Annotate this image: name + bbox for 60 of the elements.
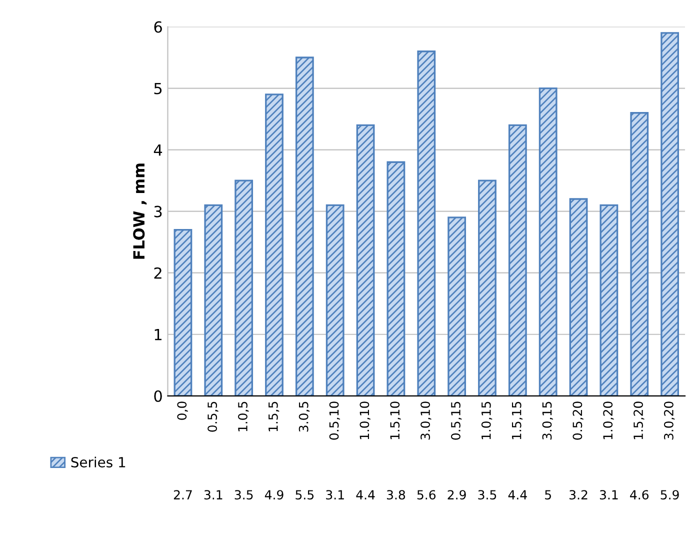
data-label: 4.6: [630, 490, 649, 500]
data-label: 4.4: [356, 490, 375, 500]
y-axis-title: FLOW , mm: [133, 164, 147, 259]
bar: [660, 32, 680, 396]
x-tick-label: 0.5,10: [329, 402, 340, 440]
bar: [569, 198, 588, 396]
data-label: 3.5: [234, 490, 253, 500]
y-tick-label: 4: [154, 144, 162, 156]
y-tick-label: 1: [154, 329, 162, 340]
x-tick-label: 1.0,15: [481, 402, 492, 440]
data-label: 2.7: [174, 490, 192, 500]
x-tick-label: 0.5,20: [572, 402, 584, 440]
bar: [356, 124, 375, 396]
x-tick-label: 3.0,20: [664, 402, 675, 440]
x-tick-label: 1.0,5: [238, 402, 249, 432]
bar: [417, 50, 436, 396]
data-label: 3.2: [570, 490, 588, 500]
x-tick-label: 1.5,20: [634, 402, 644, 440]
data-label: 3.1: [326, 490, 344, 500]
bar: [326, 204, 344, 396]
x-tick-label: 0.5,15: [450, 402, 462, 440]
bar: [295, 56, 314, 396]
y-tick-label: 2: [154, 267, 162, 279]
y-tick-label: 6: [154, 21, 162, 33]
data-label: 5.5: [296, 490, 314, 500]
legend-label: Series 1: [71, 456, 126, 468]
bar: [508, 124, 527, 396]
data-label: 4.4: [508, 490, 527, 500]
data-label: 5.9: [660, 490, 679, 500]
data-label: 5.6: [417, 490, 436, 500]
data-label: 3.1: [600, 490, 618, 500]
bar: [630, 112, 649, 396]
x-tick-label: 3.0,10: [420, 402, 432, 440]
data-label: 3.5: [478, 490, 496, 500]
data-label: 3.1: [204, 490, 222, 500]
y-tick-label: 3: [154, 206, 162, 218]
x-tick-label: 1.5,5: [268, 402, 280, 432]
x-tick-label: 1.0,20: [603, 402, 614, 440]
bar: [448, 216, 466, 396]
bar: [386, 161, 406, 396]
x-tick-label: 1.5,10: [390, 402, 401, 440]
bar: [600, 204, 618, 396]
data-label: 3.8: [386, 490, 406, 500]
data-label: 5: [545, 490, 551, 500]
y-tick-label: 0: [154, 390, 162, 402]
x-tick-label: 0,0: [177, 402, 188, 420]
x-tick-label: 0.5,5: [208, 402, 218, 432]
y-tick-label: 5: [154, 82, 162, 94]
x-tick-label: 3.0,15: [542, 402, 553, 440]
bar: [174, 228, 192, 396]
bar: [265, 94, 284, 396]
data-label: 4.9: [264, 490, 284, 500]
x-tick-label: 3.0,5: [298, 402, 310, 432]
x-tick-label: 1.5,15: [512, 402, 523, 440]
bar: [538, 87, 558, 396]
x-tick-label: 1.0,10: [360, 402, 370, 440]
bar: [478, 180, 496, 396]
bar: [234, 180, 254, 396]
bar: [204, 204, 223, 396]
data-label: 2.9: [448, 490, 466, 500]
